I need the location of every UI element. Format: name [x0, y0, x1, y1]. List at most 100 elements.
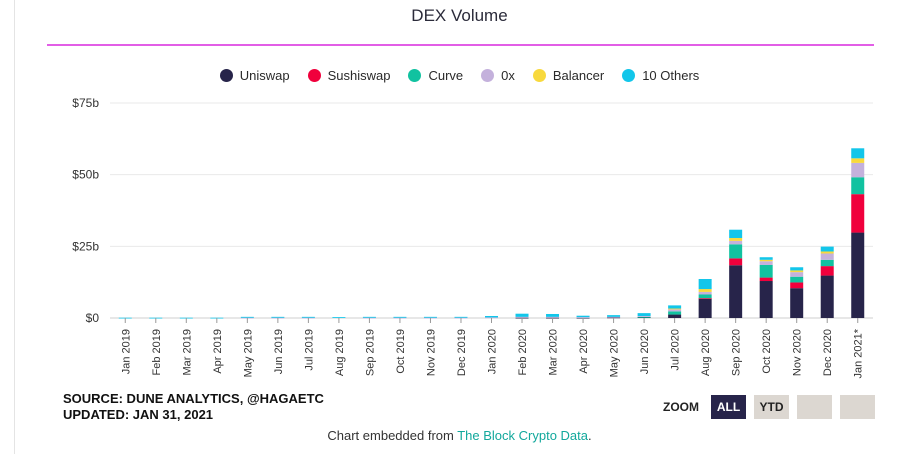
bar-segment — [576, 315, 590, 318]
bar-segment — [698, 291, 712, 295]
bar-segment — [759, 259, 773, 262]
x-tick-label: Nov 2020 — [792, 329, 804, 376]
bar-segment — [790, 270, 804, 273]
x-tick-label: Feb 2020 — [517, 329, 529, 375]
bar-segment — [820, 259, 834, 267]
updated-line: UPDATED: JAN 31, 2021 — [63, 407, 214, 422]
legend-item[interactable]: Uniswap — [219, 68, 290, 83]
bar-segment — [515, 313, 529, 317]
bar-segment — [698, 294, 712, 299]
source-line: SOURCE: DUNE ANALYTICS, @HAGAETC — [63, 391, 324, 406]
legend-label: Curve — [428, 68, 464, 83]
x-tick-label: Dec 2020 — [822, 329, 834, 376]
x-tick-label: Mar 2020 — [548, 329, 560, 375]
x-tick-label: May 2019 — [242, 329, 254, 377]
bar-segment — [729, 238, 743, 241]
x-tick-label: Jun 2020 — [639, 329, 651, 374]
bar-segment — [851, 177, 865, 195]
legend-label: Balancer — [552, 68, 605, 83]
bar-segment — [729, 240, 743, 245]
legend-item[interactable]: 10 Others — [622, 68, 699, 83]
x-tick-label: Feb 2019 — [151, 329, 163, 375]
bar-segment — [485, 317, 498, 319]
bar-segment — [668, 314, 682, 318]
x-tick-label: Jun 2019 — [273, 329, 285, 374]
legend-label: 10 Others — [642, 68, 700, 83]
x-tick-label: Apr 2020 — [578, 329, 590, 374]
x-tick-label: Mar 2019 — [181, 329, 193, 375]
bar-segment — [423, 316, 437, 318]
bar-segment — [729, 244, 743, 259]
bar-segment — [668, 311, 682, 315]
bar-segment — [271, 316, 285, 318]
bar-segment — [576, 317, 590, 318]
bar-segment — [240, 316, 254, 318]
bar-segment — [729, 258, 743, 266]
bar-segment — [546, 313, 560, 317]
bar-segment — [546, 316, 560, 318]
zoom-ytd-button[interactable]: YTD — [754, 395, 789, 419]
bar-segment — [790, 267, 804, 271]
bar-segment — [668, 309, 682, 312]
left-border — [14, 0, 15, 454]
bar-segment — [668, 308, 682, 310]
bar-segment — [759, 281, 773, 318]
legend-item[interactable]: Curve — [408, 68, 463, 83]
y-tick-label: $25b — [72, 239, 99, 253]
zoom-all-button[interactable]: ALL — [711, 395, 746, 419]
bar-segment — [790, 282, 804, 289]
bar-segment — [607, 315, 621, 317]
bar-segment — [759, 261, 773, 265]
legend-item[interactable]: Sushiswap — [307, 68, 390, 83]
legend-swatch — [307, 69, 321, 82]
x-tick-label: Oct 2019 — [395, 329, 407, 374]
bar-segment — [698, 289, 712, 292]
bar-segment — [759, 264, 773, 278]
title-divider — [47, 44, 874, 46]
bar-segment — [820, 275, 834, 318]
legend-swatch — [622, 69, 636, 82]
bar-segment — [820, 246, 834, 252]
x-tick-label: Aug 2020 — [700, 329, 712, 376]
zoom-button-3[interactable] — [797, 395, 832, 419]
legend-item[interactable]: Balancer — [532, 68, 605, 83]
bar-segment — [851, 232, 865, 318]
bar-segment — [698, 298, 712, 318]
bar-segment — [393, 316, 407, 318]
bar-segment — [607, 316, 621, 318]
bar-segment — [759, 257, 773, 260]
legend-swatch — [532, 69, 546, 82]
the-block-link[interactable]: The Block Crypto Data — [457, 428, 588, 443]
bar-segment — [362, 316, 376, 318]
bar-segment — [637, 315, 651, 317]
bar-segment — [698, 298, 712, 300]
x-tick-label: Jan 2021* — [853, 328, 865, 378]
y-tick-label: $0 — [86, 311, 100, 325]
x-tick-label: Apr 2019 — [212, 329, 224, 374]
bar-segment — [729, 265, 743, 318]
bar-segment — [485, 315, 498, 318]
x-tick-label: Sep 2020 — [731, 329, 743, 376]
bar-segment — [759, 277, 773, 282]
bar-segment — [820, 266, 834, 276]
x-tick-label: Dec 2019 — [456, 329, 468, 376]
source-note: SOURCE: DUNE ANALYTICS, @HAGAETC UPDATED… — [63, 391, 324, 423]
chart-title: DEX Volume — [411, 6, 508, 25]
x-tick-label: Jul 2020 — [670, 329, 682, 371]
x-tick-label: Jul 2019 — [303, 329, 315, 371]
x-tick-label: Jan 2020 — [487, 329, 499, 374]
embed-prefix: Chart embedded from — [327, 428, 458, 443]
bar-segment — [454, 316, 468, 318]
bar-segment — [301, 316, 315, 318]
bar-segment — [820, 251, 834, 254]
x-tick-label: May 2020 — [609, 329, 621, 377]
embed-suffix: . — [588, 428, 592, 443]
zoom-label: ZOOM — [663, 400, 699, 414]
bar-segment — [637, 313, 651, 316]
legend-item[interactable]: 0x — [481, 68, 515, 83]
x-tick-label: Nov 2019 — [425, 329, 437, 376]
legend: Uniswap Sushiswap Curve 0x Balancer 10 Others — [0, 68, 919, 83]
zoom-button-4[interactable] — [840, 395, 875, 419]
x-tick-label: Sep 2019 — [364, 329, 376, 376]
bar-segment — [790, 272, 804, 277]
